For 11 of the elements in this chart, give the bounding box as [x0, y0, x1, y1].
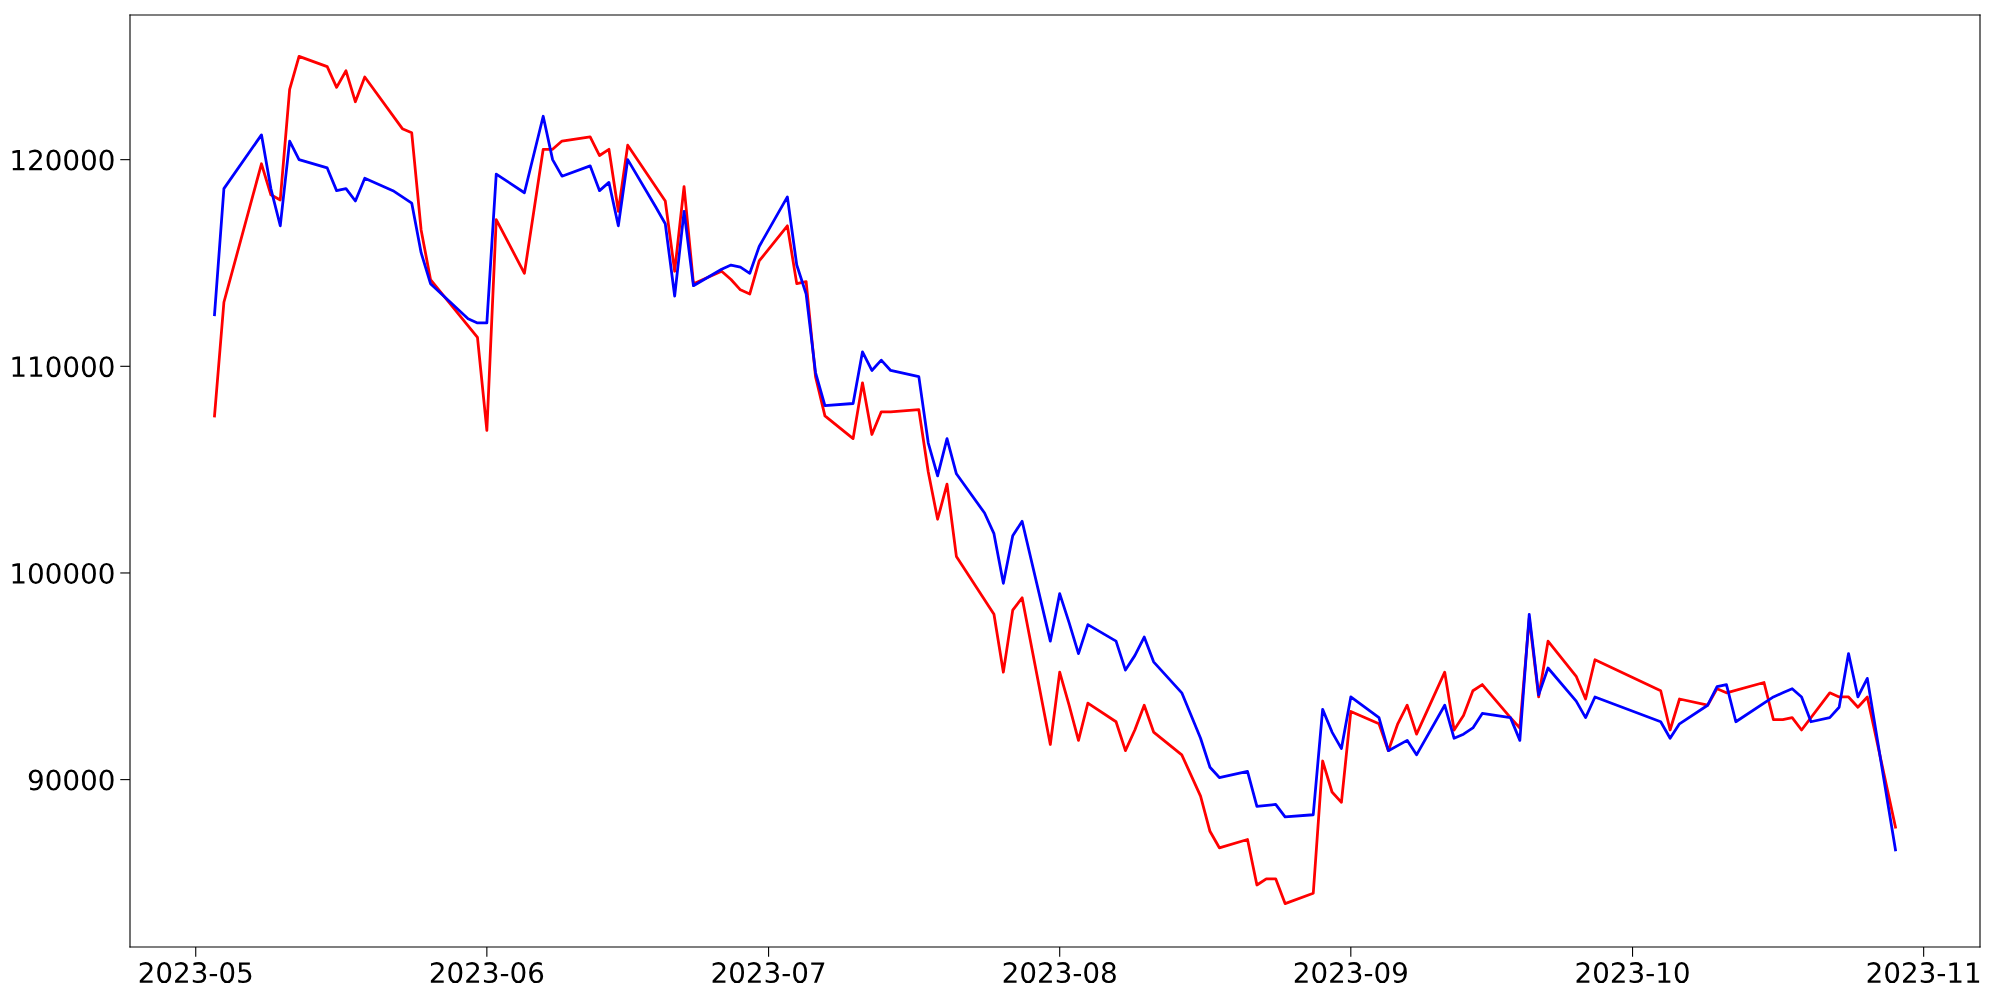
y-tick-label: 120000 — [12, 149, 114, 171]
x-tick-label: 2023-08 — [1003, 962, 1116, 984]
x-tick-label: 2023-11 — [1867, 962, 1980, 984]
x-tick-label: 2023-07 — [712, 962, 825, 984]
y-tick-label: 90000 — [28, 769, 114, 791]
y-tick-label: 100000 — [12, 562, 114, 584]
x-tick-label: 2023-10 — [1576, 962, 1689, 984]
x-tick-label: 2023-09 — [1294, 962, 1407, 984]
y-tick-label: 110000 — [12, 356, 114, 378]
x-tick-label: 2023-06 — [430, 962, 544, 984]
x-tick-label: 2023-05 — [139, 962, 252, 984]
